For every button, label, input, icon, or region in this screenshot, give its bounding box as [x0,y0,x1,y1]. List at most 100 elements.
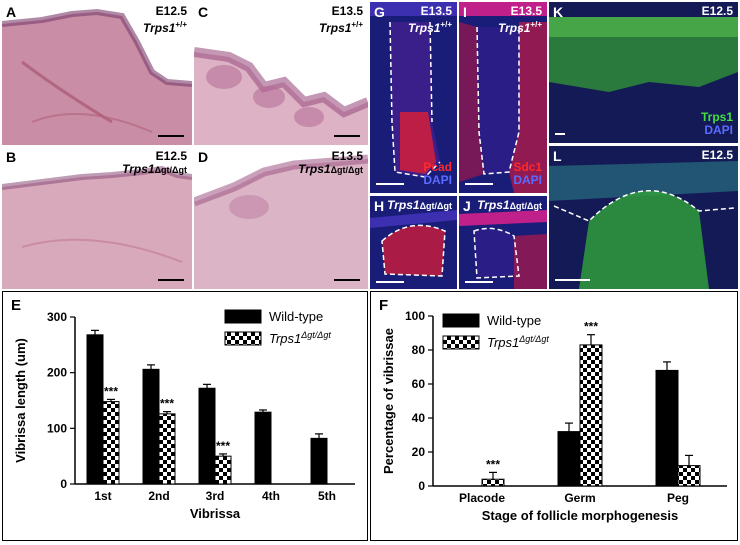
condition-label: E13.5 Trps1+/+ [318,4,363,35]
y-tick-label: 40 [412,411,426,425]
y-tick-label: 60 [412,377,426,391]
y-tick-label: 100 [405,309,425,323]
panel-d: D E13.5 Trps1Δgt/Δgt [194,147,368,289]
panel-a: A E12.5 Trps1+/+ [2,2,192,145]
bar-mutant [677,465,701,487]
panel-c: C E13.5 Trps1+/+ [194,2,368,145]
condition-label: E12.5 Trps1+/+ [142,4,187,35]
y-tick-label: 200 [47,366,67,380]
y-tick-label: 100 [47,421,67,435]
condition-label: Trps1Δgt/Δgt [477,198,542,212]
bar-wildtype [198,387,216,485]
bar-wildtype [142,368,160,485]
bar-wildtype [254,411,272,485]
legend-label: Wild-type [487,313,541,328]
significance-label: *** [486,457,500,471]
scale-bar [465,183,493,185]
panel-letter: E [11,297,21,314]
scale-bar [376,183,404,185]
scale-bar [555,279,590,281]
x-axis-label: Vibrissa [190,506,241,521]
panel-l: L E12.5 [549,146,738,289]
chart-panel-e: 0 100 200 300 Vibrissa length (um) Vibrissa 1s… [2,291,368,541]
condition-label: E13.5 Trps1+/+ [497,4,542,35]
condition-label: E12.5 Trps1Δgt/Δgt [122,149,187,176]
y-tick-label: 0 [60,477,67,491]
bar-mutant [481,478,505,487]
condition-label: E13.5 Trps1Δgt/Δgt [298,149,363,176]
panel-letter: G [374,4,385,20]
he-image-a [2,2,192,145]
he-image-d [194,147,368,289]
sdc1-image-j [459,196,547,289]
condition-label: E12.5 [701,4,733,18]
panel-letter: B [6,149,17,165]
bar-mutant [158,413,176,485]
scale-bar [334,279,360,281]
bar-mutant [579,344,603,487]
bar-wildtype [86,334,104,485]
panel-j: J Trps1Δgt/Δgt [459,196,547,289]
panel-b: B E12.5 Trps1Δgt/Δgt [2,147,192,289]
trps1-image-l [549,146,738,289]
chart-panel-f: 0 20 40 60 80 100 Percentage of vibrissae Stage… [370,291,738,541]
y-axis-label: Percentage of vibrissae [381,328,396,474]
condition-label: E13.5 Trps1+/+ [407,4,452,35]
y-tick-label: 300 [47,310,67,324]
bar-wildtype [310,437,328,485]
x-tick-label: 1st [94,489,111,503]
pcad-image-h [370,196,457,289]
stain-legend: Sdc1 DAPI [513,160,542,187]
he-image-b [2,147,192,289]
x-tick-label: 2nd [148,489,169,503]
x-tick-label: 5th [318,489,336,503]
bar-wildtype [655,369,679,487]
x-axis-label: Stage of follicle morphogenesis [482,508,678,523]
condition-label: Trps1Δgt/Δgt [387,198,452,212]
panel-letter: A [6,4,17,20]
bar-wildtype [557,431,581,487]
legend-swatch [442,335,480,350]
bar-mutant [214,455,232,485]
bar-mutant [102,401,120,485]
panel-letter: H [374,198,385,214]
he-image-c [194,2,368,145]
legend-swatch [442,313,480,328]
y-tick-label: 0 [418,479,425,493]
x-tick-label: 4th [262,489,280,503]
panel-letter: J [463,198,471,214]
panel-letter: L [553,148,562,164]
stain-legend: Pcad DAPI [423,160,452,187]
x-tick-label: Placode [459,491,505,505]
chart-f-svg: 0 20 40 60 80 100 Percentage of vibrissae Stage… [379,297,727,523]
y-tick-label: 20 [412,445,426,459]
x-tick-label: 3rd [206,489,225,503]
scale-bar [158,279,184,281]
y-tick-label: 80 [412,343,426,357]
scale-bar [465,281,493,283]
legend-swatch [224,331,262,346]
significance-label: *** [104,384,118,398]
pcad-image-g [370,2,457,193]
panel-letter: I [463,4,467,20]
panel-letter: D [198,149,209,165]
legend-swatch [224,309,262,324]
scale-bar [158,135,184,137]
chart-e-svg: 0 100 200 300 Vibrissa length (um) Vibrissa 1s… [11,297,355,521]
significance-label: *** [216,439,230,453]
significance-label: *** [584,320,598,334]
scale-bar [555,133,565,135]
legend-label: Trps1Δgt/Δgt [487,334,549,350]
stain-legend: Trps1 DAPI [700,110,733,137]
panel-k: K E12.5 Trps1 DAPI [549,2,738,143]
x-tick-label: Peg [667,491,689,505]
panel-letter: K [553,4,564,20]
x-tick-label: Germ [564,491,595,505]
significance-label: *** [160,397,174,411]
legend-label: Wild-type [269,309,323,324]
trps1-image-k [549,2,738,143]
panel-g: G E13.5 Trps1+/+ Pcad DAPI [370,2,457,193]
sdc1-image-i [459,2,547,193]
y-axis-label: Vibrissa length (um) [13,338,28,463]
legend-label: Trps1Δgt/Δgt [269,330,331,346]
